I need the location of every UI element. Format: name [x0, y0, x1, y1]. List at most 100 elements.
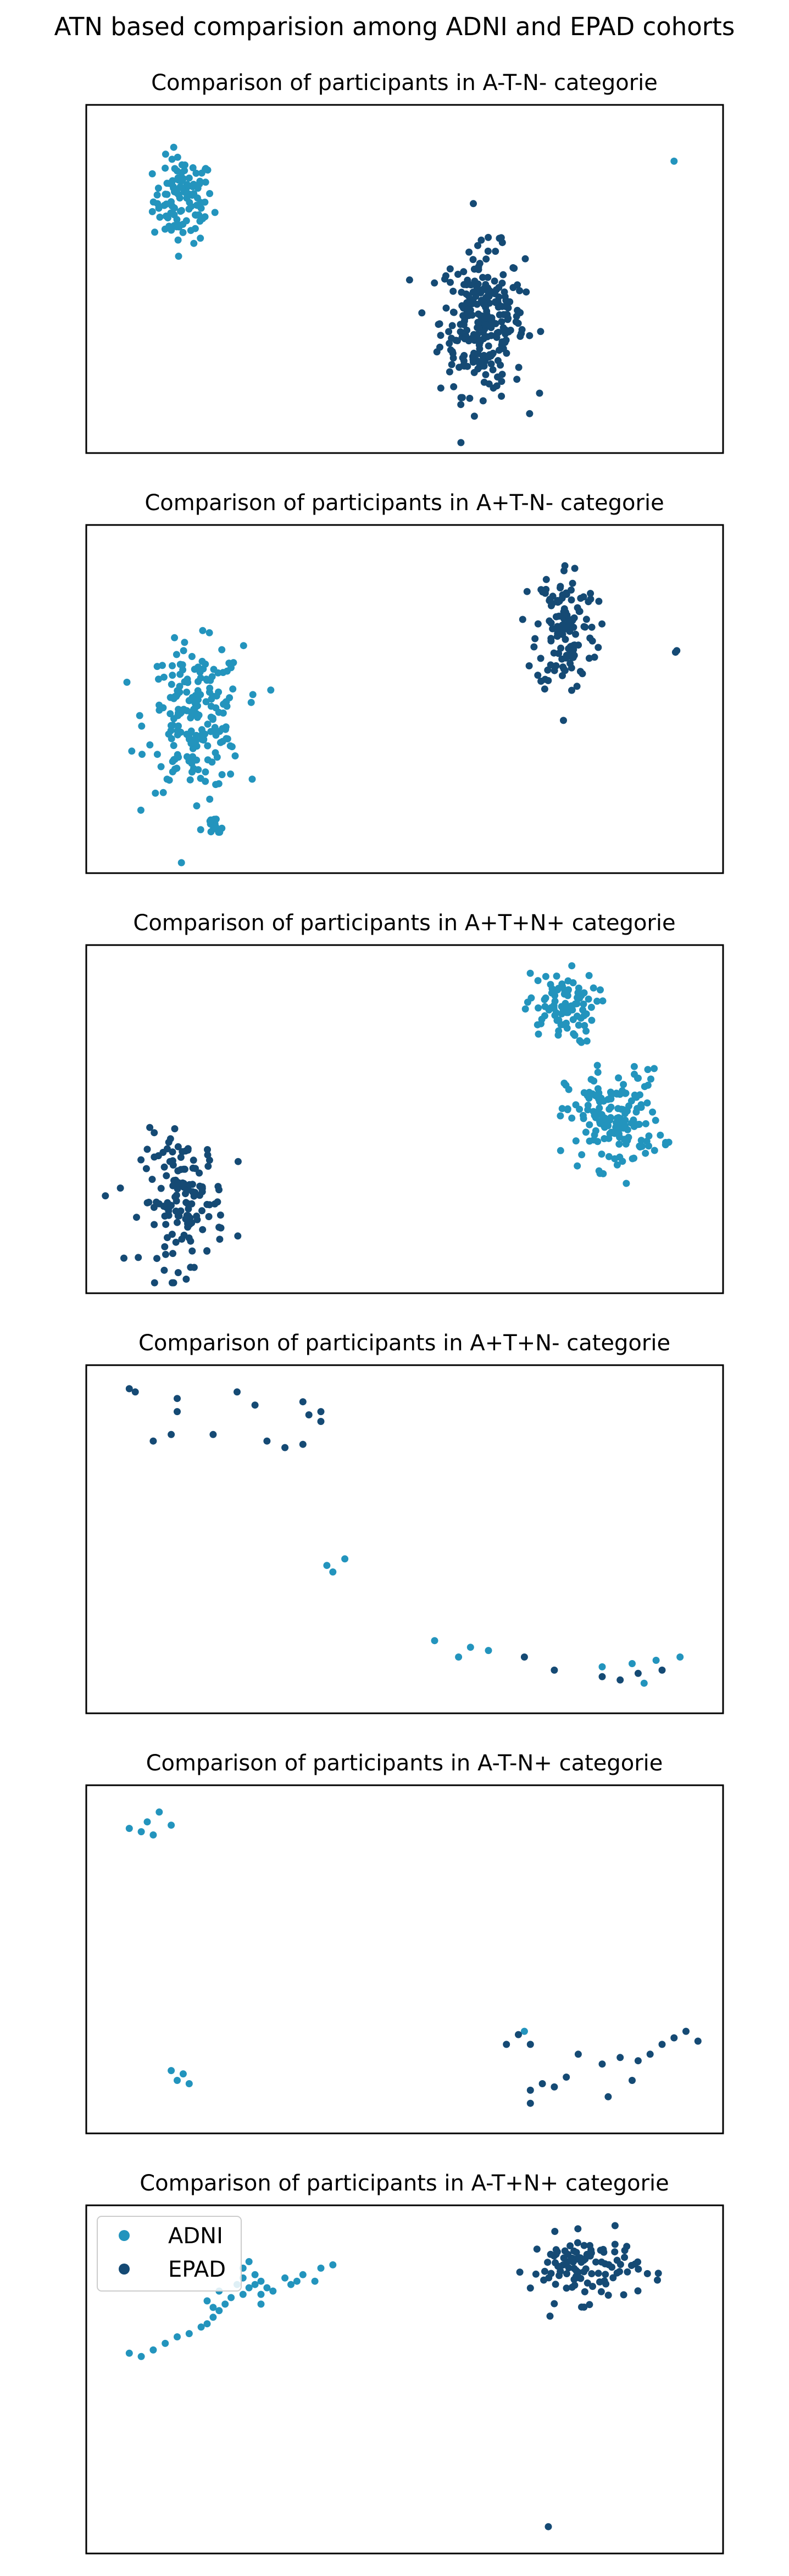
point-epad [437, 384, 444, 392]
point-epad [203, 1247, 211, 1255]
point-adni [159, 789, 167, 796]
point-adni [615, 1114, 623, 1121]
point-adni [590, 984, 597, 992]
point-adni [215, 2307, 223, 2315]
point-adni [183, 688, 191, 696]
point-adni [149, 2346, 157, 2354]
point-adni [642, 1149, 649, 1157]
point-epad [561, 562, 569, 569]
point-epad [567, 2256, 575, 2264]
point-epad [116, 1184, 124, 1192]
point-epad [460, 321, 468, 328]
point-epad [185, 1205, 192, 1212]
point-adni [634, 1121, 642, 1128]
point-epad [634, 1669, 642, 1677]
point-epad [546, 2312, 554, 2320]
point-epad [531, 635, 539, 642]
point-adni [195, 678, 202, 685]
point-adni [192, 170, 200, 177]
point-adni [206, 795, 214, 803]
point-adni [203, 677, 211, 684]
point-adni [620, 1081, 627, 1088]
point-epad [586, 2252, 594, 2260]
point-epad [435, 321, 442, 328]
point-adni [542, 973, 549, 980]
point-adni [573, 1012, 581, 1020]
point-adni [125, 1825, 133, 1832]
point-epad [163, 1172, 170, 1180]
point-adni [585, 1094, 593, 1102]
point-epad [576, 607, 584, 615]
point-adni [169, 722, 176, 729]
point-adni [174, 2333, 181, 2340]
point-adni [202, 165, 209, 172]
point-epad [463, 326, 471, 334]
point-epad [120, 1254, 127, 1262]
point-epad [557, 2268, 564, 2275]
point-adni [598, 1663, 606, 1670]
point-adni [209, 2304, 217, 2311]
point-epad [586, 2301, 593, 2309]
point-epad [568, 596, 575, 604]
point-epad [177, 1154, 185, 1161]
point-epad [146, 1124, 154, 1131]
point-epad [174, 1219, 181, 1226]
point-epad [186, 1221, 193, 1228]
point-epad [299, 1398, 307, 1406]
point-adni [203, 2320, 211, 2328]
point-epad [526, 410, 534, 417]
point-adni [657, 1131, 664, 1139]
point-epad [534, 672, 542, 679]
point-adni [219, 709, 227, 717]
point-epad [580, 623, 588, 630]
point-adni [637, 1101, 645, 1109]
point-adni [202, 768, 209, 776]
point-epad [571, 565, 579, 572]
point-adni [431, 1637, 438, 1645]
subplot-1: Comparison of participants in A-T-N- cat… [85, 70, 724, 454]
point-epad [177, 1166, 185, 1174]
point-epad [475, 325, 483, 332]
point-epad [498, 378, 505, 385]
point-adni [580, 1089, 588, 1097]
point-adni [177, 859, 185, 867]
point-adni [596, 1104, 603, 1112]
point-adni [593, 1061, 601, 1069]
point-adni [251, 2271, 259, 2278]
point-epad [577, 595, 585, 602]
point-epad [471, 337, 479, 344]
point-epad [474, 242, 481, 249]
point-epad [574, 2239, 581, 2247]
point-adni [210, 666, 218, 673]
point-adni [211, 209, 219, 216]
subplot-6-frame [85, 2204, 724, 2555]
point-epad [613, 2269, 621, 2277]
point-adni [174, 153, 181, 161]
point-epad [609, 2274, 617, 2282]
point-epad [541, 685, 548, 693]
point-adni [171, 204, 178, 212]
point-adni [173, 764, 181, 772]
point-adni [247, 699, 255, 706]
point-epad [552, 2281, 559, 2288]
point-adni [151, 228, 159, 236]
point-epad [474, 331, 481, 338]
point-epad [174, 1143, 182, 1150]
point-epad [178, 1236, 186, 1243]
point-adni [203, 2297, 211, 2305]
point-adni [616, 1133, 624, 1141]
point-epad [620, 2291, 627, 2299]
point-epad [449, 354, 457, 362]
point-adni [206, 817, 214, 825]
point-adni [590, 1136, 598, 1144]
point-epad [485, 342, 492, 350]
point-adni [202, 698, 210, 706]
point-adni [194, 702, 201, 709]
point-adni [218, 646, 226, 653]
point-epad [162, 1250, 169, 1258]
point-adni [547, 1004, 555, 1012]
point-epad [519, 616, 526, 623]
point-epad [540, 2276, 548, 2284]
point-epad [512, 318, 520, 326]
point-adni [193, 194, 201, 202]
